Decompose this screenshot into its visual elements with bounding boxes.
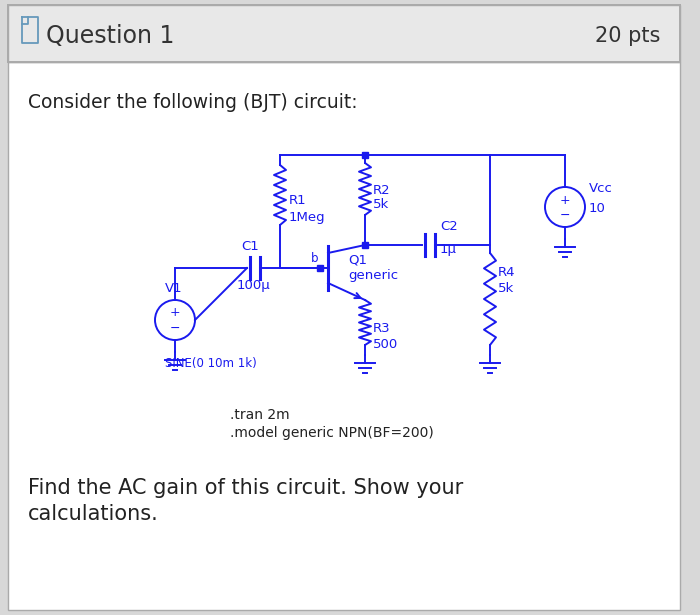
Text: 500: 500 xyxy=(373,338,398,351)
Text: R1: R1 xyxy=(289,194,307,207)
Text: Consider the following (BJT) circuit:: Consider the following (BJT) circuit: xyxy=(28,93,358,113)
Text: 10: 10 xyxy=(589,202,606,215)
Text: calculations.: calculations. xyxy=(28,504,159,524)
Text: Find the AC gain of this circuit. Show your: Find the AC gain of this circuit. Show y… xyxy=(28,478,463,498)
Text: C1: C1 xyxy=(241,239,259,253)
Text: +: + xyxy=(169,306,181,320)
Text: 100μ: 100μ xyxy=(237,279,271,293)
Text: Vcc: Vcc xyxy=(589,183,613,196)
Text: 1μ: 1μ xyxy=(440,244,457,256)
Text: Q1: Q1 xyxy=(348,253,367,266)
Text: R2: R2 xyxy=(373,183,391,197)
Bar xyxy=(8,62,680,610)
Text: C2: C2 xyxy=(440,221,458,234)
Text: 1Meg: 1Meg xyxy=(289,210,326,223)
Text: 20 pts: 20 pts xyxy=(594,26,660,46)
Text: R3: R3 xyxy=(373,322,391,335)
Text: +: + xyxy=(560,194,570,207)
Text: generic: generic xyxy=(348,269,398,282)
Text: 5k: 5k xyxy=(498,282,514,295)
Text: −: − xyxy=(169,322,181,335)
Text: 5k: 5k xyxy=(373,199,389,212)
Text: V1: V1 xyxy=(165,282,183,295)
Text: .tran 2m: .tran 2m xyxy=(230,408,290,422)
Bar xyxy=(8,5,680,62)
Text: SINE(0 10m 1k): SINE(0 10m 1k) xyxy=(165,357,257,370)
Text: b: b xyxy=(311,252,318,264)
Text: −: − xyxy=(560,208,570,221)
Text: .model generic NPN(BF=200): .model generic NPN(BF=200) xyxy=(230,426,434,440)
Text: R4: R4 xyxy=(498,266,515,279)
Text: Question 1: Question 1 xyxy=(46,24,174,48)
